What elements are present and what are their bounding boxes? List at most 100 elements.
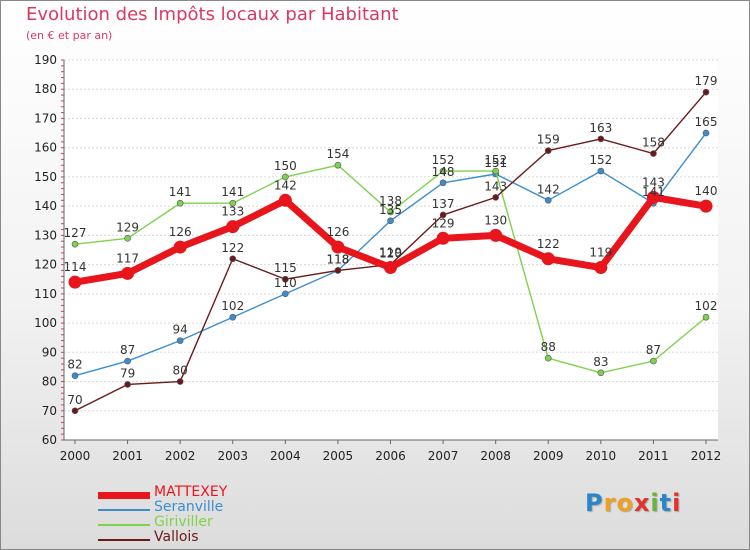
data-label: 165 xyxy=(695,115,718,129)
data-label: 118 xyxy=(326,252,349,266)
data-point xyxy=(541,252,555,266)
data-label: 119 xyxy=(379,246,402,260)
data-point xyxy=(71,372,79,379)
legend-swatch xyxy=(98,509,150,511)
data-point xyxy=(226,220,240,234)
x-tick-label: 2010 xyxy=(586,449,617,463)
data-point xyxy=(650,357,657,365)
data-point xyxy=(702,313,710,321)
x-tick-label: 2009 xyxy=(533,449,564,463)
data-label: 122 xyxy=(537,237,560,251)
data-label: 114 xyxy=(64,260,87,274)
data-point xyxy=(121,266,135,280)
data-point xyxy=(439,179,447,187)
data-point xyxy=(492,167,499,175)
data-point xyxy=(176,378,184,385)
data-label: 79 xyxy=(120,366,135,380)
chart-title: Evolution des Impôts locaux par Habitant xyxy=(26,4,399,25)
logo-letter: o xyxy=(616,489,634,517)
data-point xyxy=(436,231,450,245)
data-point xyxy=(124,235,131,242)
x-tick-label: 2007 xyxy=(428,449,459,463)
x-tick-label: 2003 xyxy=(217,449,248,463)
y-tick-label: 190 xyxy=(34,53,57,67)
data-point xyxy=(699,199,713,213)
data-label: 152 xyxy=(589,153,612,167)
data-point xyxy=(229,313,237,321)
data-label: 117 xyxy=(116,251,139,265)
data-label: 158 xyxy=(642,136,665,150)
data-label: 141 xyxy=(221,185,244,199)
x-tick-label: 2000 xyxy=(60,449,91,463)
legend-swatch xyxy=(98,524,150,526)
legend-swatch xyxy=(98,539,150,541)
data-label: 119 xyxy=(589,246,612,260)
y-tick-label: 90 xyxy=(42,345,57,359)
legend-label: Seranville xyxy=(154,499,224,515)
data-label: 115 xyxy=(274,261,297,275)
data-point xyxy=(334,161,342,169)
series-lines xyxy=(68,88,713,415)
y-tick-label: 170 xyxy=(34,111,57,125)
data-label: 143 xyxy=(642,175,665,189)
data-point xyxy=(229,255,237,263)
series-mattexey xyxy=(68,190,713,289)
logo-letter: i xyxy=(650,489,660,517)
data-point xyxy=(439,167,447,175)
data-point xyxy=(702,88,710,96)
data-point xyxy=(646,190,660,204)
y-tick-label: 130 xyxy=(34,228,57,242)
data-label: 129 xyxy=(116,220,139,234)
data-point xyxy=(387,208,394,216)
data-label: 152 xyxy=(484,153,507,167)
legend-label: Giriviller xyxy=(154,514,213,530)
data-label: 150 xyxy=(274,159,297,173)
data-label: 159 xyxy=(537,133,560,147)
data-point xyxy=(544,354,552,362)
data-label: 135 xyxy=(379,203,402,217)
data-point xyxy=(597,369,605,377)
data-label: 148 xyxy=(432,165,455,179)
legend-label: Vallois xyxy=(154,529,199,545)
data-point xyxy=(597,135,605,143)
y-tick-label: 80 xyxy=(42,375,57,389)
data-label: 179 xyxy=(695,74,718,88)
x-tick-label: 2006 xyxy=(375,449,406,463)
data-label: 141 xyxy=(169,185,192,199)
data-labels: 82 87 94 102 110 118 135 148 151 142 152 141 165 127 1… xyxy=(64,74,718,407)
data-label: 129 xyxy=(432,216,455,230)
data-point xyxy=(68,275,82,289)
data-point xyxy=(489,228,503,242)
data-point xyxy=(282,275,289,283)
data-point xyxy=(282,173,289,181)
data-point xyxy=(702,129,710,137)
data-point xyxy=(650,150,657,157)
data-label: 80 xyxy=(173,364,188,378)
data-point xyxy=(492,194,499,201)
y-tick-label: 110 xyxy=(34,287,57,301)
data-label: 82 xyxy=(67,358,82,372)
data-point xyxy=(71,407,79,415)
x-tick-label: 2004 xyxy=(270,449,301,463)
data-label: 118 xyxy=(326,252,349,266)
data-label: 83 xyxy=(593,355,608,369)
data-point xyxy=(229,199,237,207)
data-label: 137 xyxy=(432,197,455,211)
x-tick-label: 2011 xyxy=(638,449,669,463)
y-tick-label: 100 xyxy=(34,316,57,330)
legend-item-giriviller: Giriviller xyxy=(98,514,298,531)
y-tick-label: 150 xyxy=(34,170,57,184)
data-label: 110 xyxy=(274,276,297,290)
data-label: 140 xyxy=(695,184,718,198)
logo-letter: t xyxy=(659,489,673,517)
y-tick-label: 160 xyxy=(34,141,57,155)
proxiti-logo: Proxiti xyxy=(585,489,681,517)
data-label: 141 xyxy=(642,185,665,199)
data-label: 151 xyxy=(484,156,507,170)
data-label: 94 xyxy=(173,323,188,337)
data-label: 102 xyxy=(221,299,244,313)
x-tick-label: 2001 xyxy=(112,449,143,463)
legend-item-seranville: Seranville xyxy=(98,499,298,516)
data-label: 87 xyxy=(646,343,661,357)
